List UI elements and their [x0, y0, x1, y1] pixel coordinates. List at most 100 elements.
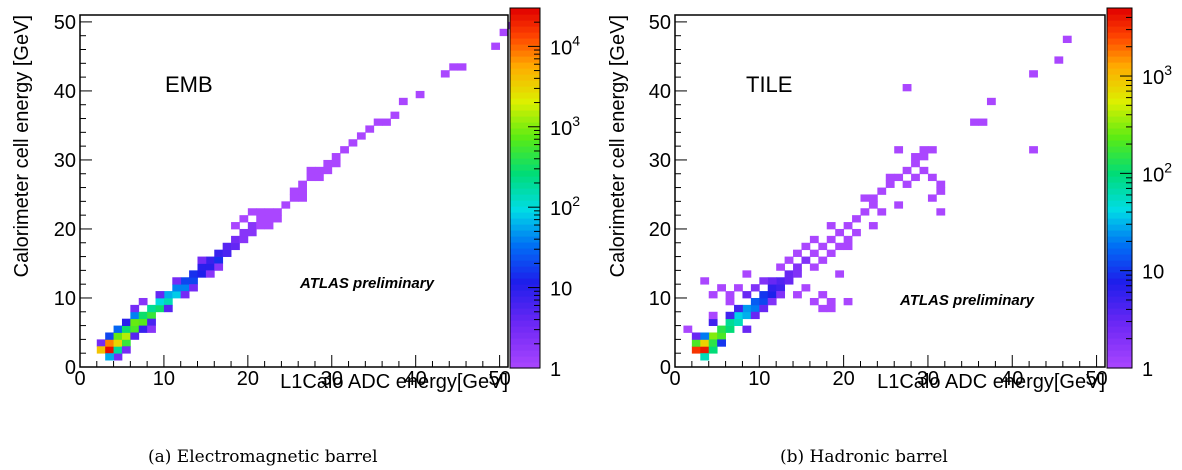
colorbar-tick-label: 102: [1142, 159, 1172, 186]
colorbar-swatch: [510, 74, 540, 81]
heatmap-cell: [776, 263, 786, 271]
heatmap-cell: [868, 201, 878, 209]
heatmap-cell: [105, 353, 114, 361]
heatmap-cell: [138, 311, 148, 320]
heatmap-cell: [231, 235, 240, 244]
colorbar-swatch: [1107, 50, 1132, 57]
heatmap-cell: [264, 222, 274, 230]
heatmap-cell: [189, 270, 198, 278]
x-tick-label: 10: [748, 368, 770, 390]
colorbar-tick-label: 104: [550, 32, 580, 59]
heatmap-cell: [264, 215, 274, 223]
heatmap-cell: [742, 270, 752, 278]
colorbar-swatch: [510, 290, 540, 297]
heatmap-cell: [927, 194, 937, 202]
heatmap-cell: [759, 291, 769, 299]
heatmap-cell: [298, 180, 307, 188]
caption: (a) Electromagnetic barrel: [148, 447, 378, 467]
colorbar-tick-label: 10: [1142, 262, 1164, 284]
axis-ticks: 0 10 20 30 40 50 0 10 20 30 40 50: [54, 12, 511, 390]
heatmap-cell: [1062, 35, 1072, 44]
heatmap-cell: [767, 277, 777, 285]
heatmap-cell: [331, 159, 341, 168]
colorbar-swatch: [510, 8, 540, 15]
x-axis-title: L1Calo ADC energy[GeV]: [280, 371, 508, 393]
heatmap-cell: [356, 132, 366, 140]
heatmap-cell: [742, 325, 752, 333]
heatmap-cell: [750, 284, 760, 292]
colorbar-swatch: [1107, 296, 1132, 303]
heatmap-cell: [205, 270, 215, 278]
colorbar-swatch: [510, 236, 540, 243]
heatmap-cell: [919, 146, 929, 154]
colorbar-swatch: [510, 32, 540, 39]
colorbar-swatch: [510, 332, 540, 339]
colorbar-swatch: [1107, 278, 1132, 285]
heatmap-cell: [708, 339, 718, 347]
heatmap-cell: [306, 166, 316, 175]
heatmap-cell: [247, 208, 257, 216]
heatmap-cell: [776, 291, 786, 299]
heatmap-cell: [717, 332, 726, 340]
heatmap-cell: [902, 84, 912, 92]
colorbar-swatch: [1107, 326, 1132, 333]
colorbar-swatch: [510, 302, 540, 309]
heatmap-cell: [273, 215, 282, 223]
heatmap-cell: [365, 125, 375, 133]
y-axis-title: Calorimeter cell energy [GeV]: [11, 15, 33, 277]
heatmap-cell: [750, 304, 760, 313]
colorbar-swatch: [1107, 44, 1132, 51]
panel-label: EMB: [165, 72, 213, 97]
heatmap-cell: [113, 325, 123, 333]
colorbar-swatch: [1107, 20, 1132, 27]
colorbar-swatch: [1107, 230, 1132, 237]
heatmap-cell: [314, 173, 324, 182]
colorbar-swatch: [510, 140, 540, 147]
y-tick-label: 30: [54, 150, 76, 172]
heatmap-cell: [323, 159, 333, 168]
heatmap-cell: [725, 318, 735, 326]
heatmap-cell: [708, 318, 718, 326]
heatmap-cell: [256, 222, 266, 230]
heatmap-cell: [734, 311, 743, 320]
heatmap-cell: [911, 153, 920, 161]
heatmap-cell: [130, 311, 140, 320]
heatmap-cell: [717, 325, 726, 333]
caption: (b) Hadronic barrel: [780, 447, 948, 467]
colorbar-swatch: [510, 98, 540, 105]
heatmap-cell: [835, 228, 845, 237]
heatmap-cell: [776, 277, 786, 285]
heatmap-cell: [809, 249, 819, 257]
colorbar-swatch: [510, 308, 540, 315]
heatmap-cell: [138, 297, 148, 306]
colorbar-swatch: [510, 104, 540, 111]
heatmap-cell: [759, 297, 769, 306]
heatmap-cell: [163, 304, 173, 313]
colorbar-swatch: [510, 182, 540, 189]
heatmap-cell: [440, 70, 450, 78]
x-tick-label: 30: [917, 368, 939, 390]
x-axis-title: L1Calo ADC energy[GeV]: [877, 371, 1105, 393]
heatmap-cell: [818, 291, 828, 299]
heatmap-cell: [155, 304, 165, 313]
colorbar-tick-label: 103: [550, 113, 580, 140]
heatmap-cell: [239, 228, 249, 237]
heatmap-cell: [826, 222, 836, 230]
heatmap-cell: [902, 180, 912, 188]
colorbar-swatch: [510, 344, 540, 351]
heatmap-cell: [717, 339, 726, 347]
heatmap-cell: [197, 256, 207, 264]
heatmap-cell: [147, 325, 156, 333]
colorbar: 1 10 102 103 104: [509, 7, 580, 381]
colorbar-swatch: [510, 326, 540, 333]
heatmap-cell: [222, 249, 232, 257]
heatmap-cell: [382, 118, 391, 126]
colorbar-swatch: [1107, 188, 1132, 195]
colorbar-swatch: [510, 320, 540, 327]
heatmap-cell: [256, 215, 266, 223]
heatmap-cell: [835, 242, 845, 251]
colorbar-swatch: [1107, 332, 1132, 339]
colorbar-swatch: [1107, 182, 1132, 189]
heatmap-cell: [247, 228, 257, 237]
